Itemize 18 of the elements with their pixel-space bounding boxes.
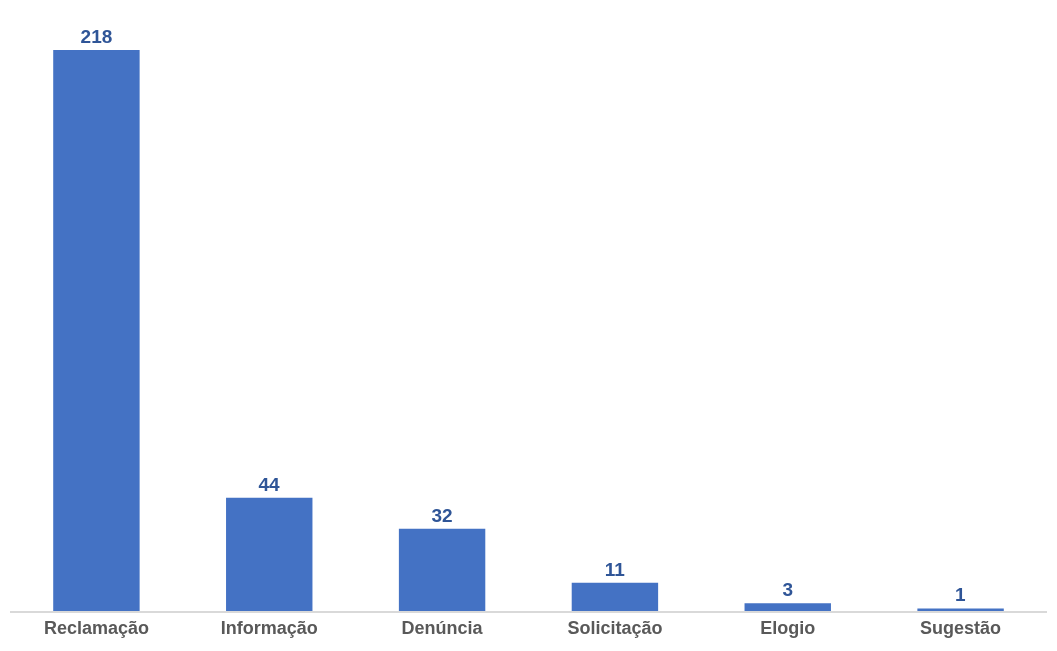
data-label: 1: [955, 584, 967, 606]
bar: [226, 497, 313, 611]
x-tick-label: Denúncia: [401, 618, 484, 639]
x-tick-label: Elogio: [760, 618, 816, 639]
x-tick-label: Informação: [220, 618, 318, 639]
data-label: 3: [782, 579, 794, 601]
data-label: 44: [258, 473, 281, 495]
bar: [571, 582, 659, 611]
data-label: 218: [80, 26, 113, 47]
data-label: 32: [431, 504, 453, 526]
x-tick-label: Sugestão: [920, 618, 1002, 639]
data-label: 11: [604, 558, 626, 580]
x-tick-label: Solicitação: [567, 618, 663, 639]
bar: [744, 603, 831, 611]
bar: [398, 528, 486, 611]
x-tick-label: Reclamação: [43, 618, 149, 639]
bar: [917, 608, 1004, 611]
bar: [53, 50, 140, 611]
